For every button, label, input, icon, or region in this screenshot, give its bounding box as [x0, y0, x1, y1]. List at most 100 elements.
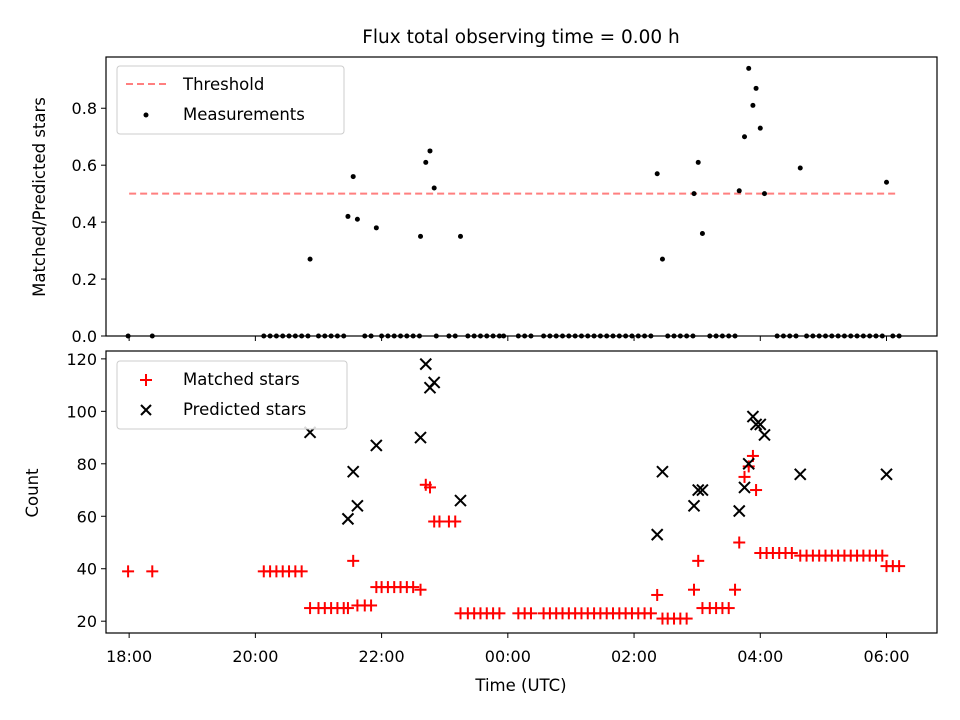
measurement-point: [452, 333, 458, 339]
measurement-point: [591, 333, 597, 339]
matched-point: [423, 481, 436, 494]
bottom-y-tick-label: 80: [77, 455, 97, 474]
measurement-point: [677, 333, 683, 339]
measurement-point: [446, 333, 452, 339]
top-x-ticks: [128, 336, 888, 341]
bottom-y-axis-label: Count: [23, 468, 42, 518]
measurement-point: [457, 233, 463, 239]
predicted-point: [656, 465, 669, 478]
bottom-y-tick-label: 100: [66, 402, 97, 421]
matched-point: [414, 583, 427, 596]
legend-threshold-label: Threshold: [182, 75, 264, 94]
predicted-point: [650, 528, 664, 541]
measurement-point: [684, 333, 690, 339]
measurement-point: [753, 85, 759, 91]
matched-point: [750, 484, 763, 497]
measurement-point: [261, 333, 267, 339]
matched-point: [122, 565, 135, 578]
top-legend-box: [116, 65, 345, 135]
measurement-point: [695, 159, 701, 165]
bottom-x-tick-label: 20:00: [232, 647, 278, 666]
measurement-point: [484, 333, 490, 339]
predicted-point: [414, 431, 427, 444]
measurement-point: [654, 171, 660, 177]
measurement-point: [341, 333, 347, 339]
top-y-tick-label: 0.6: [72, 156, 97, 175]
measurement-point: [267, 333, 273, 339]
predicted-point: [742, 457, 755, 471]
bottom-x-tick-label: 04:00: [737, 647, 783, 666]
top-y-tick-label: 0.0: [72, 327, 97, 346]
measurement-point: [490, 333, 496, 339]
legend-predicted-swatch: [140, 404, 152, 416]
predicted-point: [692, 483, 705, 497]
measurement-point: [501, 333, 507, 339]
measurement-point: [547, 333, 553, 339]
measurement-point: [398, 333, 404, 339]
bottom-x-tick-label: 02:00: [611, 647, 657, 666]
measurement-point: [433, 333, 439, 339]
measurement-point: [732, 333, 738, 339]
measurement-point: [541, 333, 547, 339]
bottom-legend-box: [116, 360, 348, 430]
measurement-point: [835, 333, 841, 339]
measurement-point: [368, 333, 374, 339]
matched-point: [651, 588, 664, 601]
predicted-point: [880, 468, 893, 481]
top-legend: Threshold Measurements: [116, 65, 345, 135]
top-y-tick-label: 0.4: [72, 213, 97, 232]
measurement-point: [848, 333, 854, 339]
measurement-point: [553, 333, 559, 339]
measurement-point: [373, 225, 379, 231]
matched-point: [738, 470, 751, 483]
measurement-point: [793, 333, 799, 339]
matched-point: [347, 554, 360, 567]
legend-matched-swatch: [140, 374, 152, 386]
measurement-point: [810, 333, 816, 339]
predicted-point: [687, 499, 701, 512]
bottom-x-tick-label: 06:00: [863, 647, 909, 666]
bottom-y-ticks: 20 40 60 80 100 120: [66, 350, 106, 631]
predicted-point: [341, 512, 355, 526]
measurement-point: [829, 333, 835, 339]
measurement-point: [890, 333, 896, 339]
measurement-point: [522, 333, 528, 339]
measurement-point: [604, 333, 610, 339]
measurement-point: [404, 333, 410, 339]
measurement-points: [125, 65, 902, 339]
predicted-points: [303, 357, 893, 541]
measurement-point: [742, 134, 748, 140]
bottom-panel-frame: [105, 350, 938, 634]
predicted-point: [733, 504, 746, 518]
measurement-point: [416, 333, 422, 339]
top-y-tick-label: 0.2: [72, 270, 97, 289]
measurement-point: [379, 333, 385, 339]
measurement-point: [671, 333, 677, 339]
matched-point: [644, 607, 657, 620]
matched-point: [876, 549, 889, 562]
measurement-point: [879, 333, 885, 339]
measurement-point: [635, 333, 641, 339]
predicted-point: [346, 465, 360, 478]
measurement-point: [391, 333, 397, 339]
predicted-point: [427, 376, 441, 389]
measurement-point: [292, 333, 298, 339]
measurement-point: [410, 333, 416, 339]
measurement-point: [616, 333, 622, 339]
measurement-point: [385, 333, 391, 339]
measurement-point: [572, 333, 578, 339]
measurement-point: [816, 333, 822, 339]
predicted-point: [351, 499, 364, 512]
predicted-point: [370, 439, 383, 452]
top-panel: 0.00.20.40.60.8 Matched/Predicted stars …: [30, 56, 938, 346]
measurement-point: [699, 231, 705, 237]
bottom-y-tick-label: 40: [77, 560, 97, 579]
bottom-x-tick-label: 18:00: [106, 647, 152, 666]
legend-measurements-swatch: [143, 112, 149, 118]
matched-point: [722, 602, 735, 615]
matched-point: [729, 583, 742, 596]
predicted-point: [758, 428, 771, 442]
matched-point: [407, 581, 420, 594]
measurement-point: [280, 333, 286, 339]
